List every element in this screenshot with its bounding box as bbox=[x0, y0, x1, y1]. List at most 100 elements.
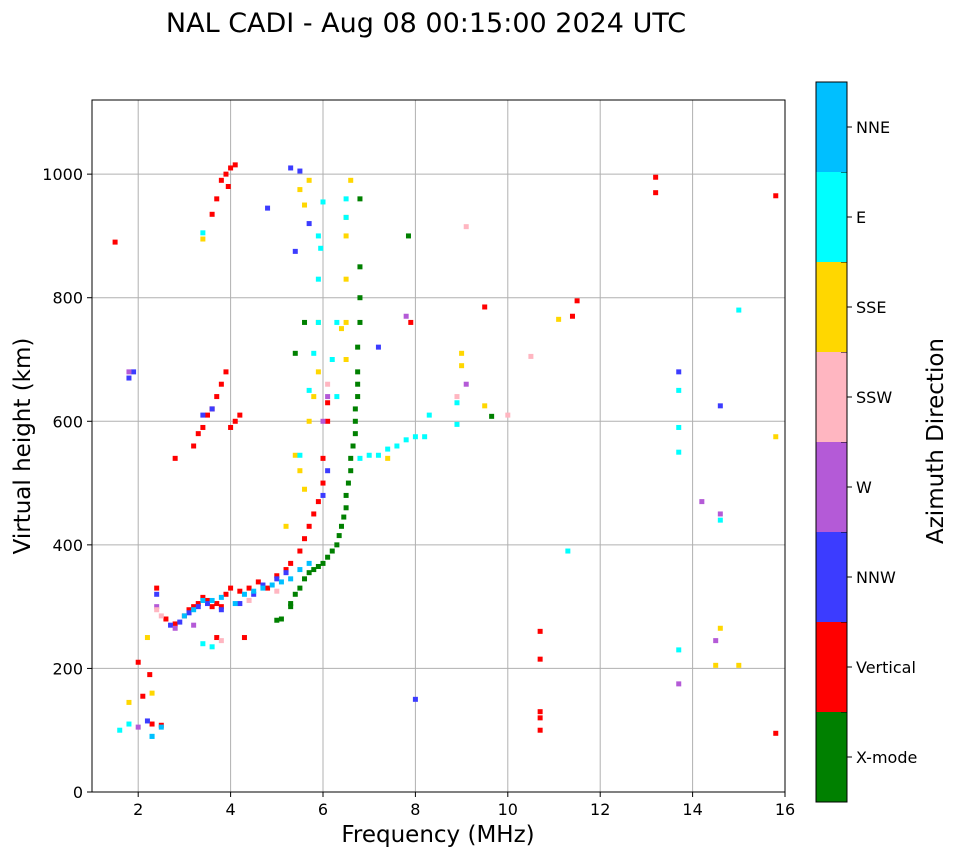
echo-point-x-mode bbox=[320, 560, 326, 566]
echo-point-vertical bbox=[482, 304, 488, 310]
echo-point-nnw bbox=[717, 403, 723, 409]
echo-point-e bbox=[736, 307, 742, 313]
echo-point-sse bbox=[283, 523, 289, 529]
echo-point-vertical bbox=[537, 727, 543, 733]
echo-point-sse bbox=[713, 662, 719, 668]
echo-point-sse bbox=[200, 236, 206, 242]
echo-point-vertical bbox=[288, 560, 294, 566]
echo-point-vertical bbox=[223, 171, 229, 177]
echo-point-vertical bbox=[209, 211, 215, 217]
echo-point-nnw bbox=[186, 610, 192, 616]
echo-point-sse bbox=[302, 202, 308, 208]
colorbar-tick-label: W bbox=[856, 478, 872, 497]
x-axis-ticks: 2 4 6 8 10 12 14 16 bbox=[133, 792, 795, 819]
echo-point-e bbox=[315, 233, 321, 239]
colorbar: X-mode Vertical NNW W SSW SSE E NNE bbox=[815, 81, 917, 803]
echo-point-x-mode bbox=[355, 369, 361, 375]
echo-point-vertical bbox=[195, 601, 201, 607]
echo-point-nne bbox=[241, 591, 247, 597]
echo-point-x-mode bbox=[325, 554, 331, 560]
echo-point-ssw bbox=[325, 381, 331, 387]
echo-point-nnw bbox=[177, 619, 183, 625]
echo-point-nne bbox=[218, 594, 224, 600]
echo-point-x-mode bbox=[292, 350, 298, 356]
echo-point-e bbox=[454, 400, 460, 406]
echo-point-ssw bbox=[154, 607, 160, 613]
echo-point-vertical bbox=[218, 604, 224, 610]
echo-point-vertical bbox=[147, 672, 153, 678]
echo-point-x-mode bbox=[306, 570, 312, 576]
echo-point-vertical bbox=[537, 628, 543, 634]
echo-point-vertical bbox=[172, 455, 178, 461]
echo-point-sse bbox=[556, 316, 562, 322]
echo-point-e bbox=[717, 517, 723, 523]
echo-point-vertical bbox=[214, 196, 220, 202]
echo-point-sse bbox=[311, 394, 317, 400]
echo-point-x-mode bbox=[352, 406, 358, 412]
echo-point-sse bbox=[343, 357, 349, 362]
echo-point-x-mode bbox=[329, 548, 335, 554]
x-tick-label: 4 bbox=[226, 800, 236, 819]
echo-point-vertical bbox=[232, 162, 238, 168]
echo-point-x-mode bbox=[357, 196, 363, 202]
echo-point-x-mode bbox=[355, 344, 361, 350]
echo-point-nnw bbox=[306, 221, 312, 227]
echo-point-nnw bbox=[412, 696, 418, 702]
echo-point-x-mode bbox=[350, 443, 356, 449]
echo-point-w bbox=[191, 622, 197, 628]
echo-point-e bbox=[343, 214, 349, 220]
y-tick-label: 800 bbox=[52, 289, 83, 308]
echo-point-e bbox=[394, 443, 400, 449]
echo-point-sse bbox=[459, 350, 465, 356]
echo-point-x-mode bbox=[334, 542, 340, 548]
echo-point-nnw bbox=[283, 570, 289, 576]
echo-point-e bbox=[200, 230, 206, 236]
echo-point-e bbox=[320, 199, 326, 205]
echo-point-x-mode bbox=[302, 319, 308, 325]
echo-point-nne bbox=[232, 601, 238, 607]
echo-point-vertical bbox=[241, 635, 247, 641]
colorbar-segment-x-mode bbox=[816, 712, 847, 802]
echo-point-e bbox=[318, 245, 324, 251]
echo-point-e bbox=[403, 437, 409, 443]
echo-point-vertical bbox=[653, 174, 659, 180]
echo-point-sse bbox=[736, 662, 742, 668]
echo-point-nnw bbox=[274, 576, 280, 582]
y-axis-ticks: 0 200 400 600 800 1000 bbox=[42, 165, 92, 802]
y-tick-label: 0 bbox=[73, 783, 83, 802]
colorbar-segment-vertical bbox=[816, 622, 847, 712]
echo-point-e bbox=[426, 412, 432, 418]
echo-point-x-mode bbox=[352, 418, 358, 424]
echo-point-nne bbox=[297, 567, 303, 573]
echo-point-e bbox=[565, 548, 571, 554]
echo-point-sse bbox=[302, 486, 308, 492]
echo-point-e bbox=[454, 421, 460, 427]
echo-point-vertical bbox=[320, 455, 326, 461]
echo-point-sse bbox=[306, 177, 312, 183]
echo-point-nnw bbox=[168, 622, 174, 628]
echo-point-vertical bbox=[149, 721, 155, 727]
echo-point-e bbox=[126, 721, 132, 727]
colorbar-frame bbox=[815, 81, 848, 803]
y-tick-label: 600 bbox=[52, 412, 83, 431]
echo-point-w bbox=[320, 418, 326, 424]
echo-point-x-mode bbox=[311, 567, 317, 573]
echo-point-nne bbox=[306, 560, 312, 566]
y-tick-label: 200 bbox=[52, 659, 83, 678]
plot-frame bbox=[91, 99, 786, 793]
echo-point-x-mode bbox=[345, 480, 351, 486]
echo-point-e bbox=[297, 452, 303, 458]
echo-point-vertical bbox=[214, 601, 220, 607]
data-marks bbox=[112, 162, 779, 739]
echo-point-vertical bbox=[200, 424, 206, 430]
echo-point-vertical bbox=[237, 412, 243, 418]
x-tick-label: 14 bbox=[682, 800, 702, 819]
colorbar-tick-label: SSE bbox=[856, 298, 886, 317]
echo-point-w bbox=[172, 625, 178, 631]
echo-point-w bbox=[717, 511, 723, 517]
x-axis-label: Frequency (MHz) bbox=[341, 822, 534, 848]
echo-point-vertical bbox=[225, 184, 231, 189]
echo-point-vertical bbox=[186, 607, 192, 613]
echo-point-vertical bbox=[255, 579, 261, 585]
colorbar-segment-nne bbox=[816, 82, 847, 172]
